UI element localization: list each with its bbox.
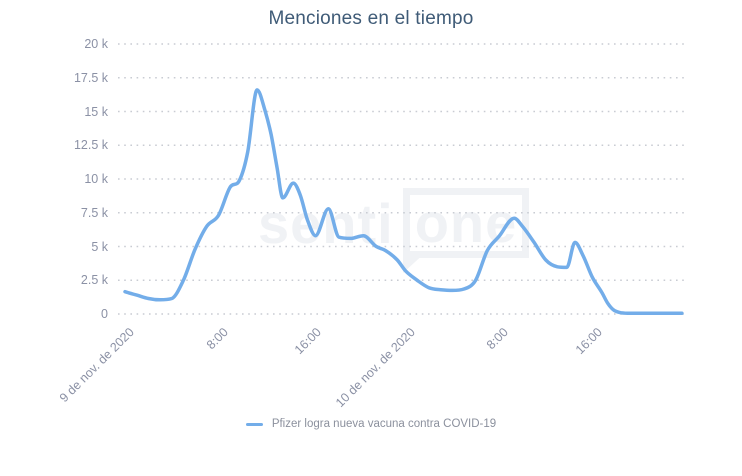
y-axis-label: 5 k <box>91 239 108 254</box>
y-axis-label: 12.5 k <box>73 138 108 153</box>
legend-series-marker[interactable] <box>245 422 263 426</box>
legend: Pfizer logra nueva vacuna contra COVID-1… <box>0 418 742 430</box>
chart-title: Menciones en el tiempo <box>268 8 474 29</box>
y-axis-label: 0 <box>101 307 108 321</box>
line-chart-plot-area[interactable] <box>0 0 742 450</box>
series-line[interactable] <box>123 88 684 315</box>
y-axis-label: 17.5 k <box>73 70 108 85</box>
watermark-boxed-text: one <box>414 191 518 254</box>
watermark-speech-tail <box>402 251 427 273</box>
y-axis-label: 20 k <box>84 37 108 51</box>
y-axis-label: 2.5 k <box>80 273 108 288</box>
y-axis-label: 10 k <box>84 172 108 186</box>
sentione-watermark: senti one <box>258 188 530 273</box>
y-axis-label: 15 k <box>84 104 108 119</box>
watermark-logo-box: one <box>402 188 530 273</box>
y-axis-label: 7.5 k <box>80 205 108 220</box>
legend-series-label[interactable]: Pfizer logra nueva vacuna contra COVID-1… <box>271 418 497 430</box>
mentions-over-time-chart: senti one Menciones en el tiempo 20 k 17.… <box>0 0 742 450</box>
watermark-text: senti <box>258 191 394 255</box>
